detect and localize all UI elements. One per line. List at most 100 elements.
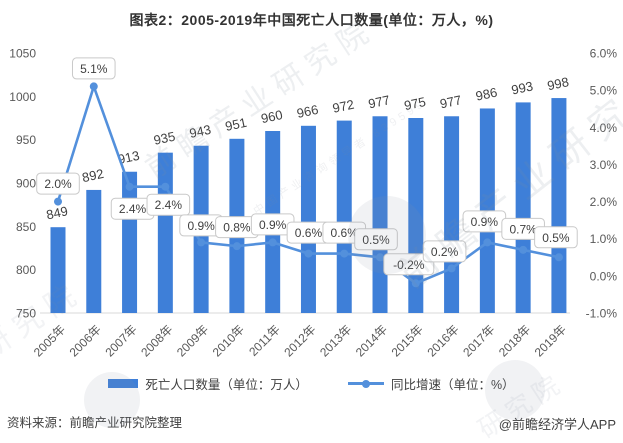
- svg-text:0.5%: 0.5%: [362, 233, 390, 247]
- data-label-callout: 0.5%: [534, 226, 578, 249]
- bar: [515, 102, 531, 314]
- x-axis-label: 2005年: [31, 322, 68, 359]
- source-note: 资料来源：前瞻产业研究院整理: [7, 416, 183, 430]
- bar: [372, 116, 388, 314]
- y-axis-left-tick: 950: [16, 133, 36, 147]
- legend-item-growth: 同比增速（单位：%）: [347, 374, 515, 393]
- legend-line-label: 同比增速（单位：%）: [390, 378, 515, 392]
- svg-text:2.0%: 2.0%: [44, 177, 72, 191]
- y-axis-right-tick: 0.0%: [590, 269, 618, 283]
- svg-text:0.6%: 0.6%: [295, 226, 323, 240]
- chart-title: 图表2：2005-2019年中国死亡人口数量(单位：万人，%): [129, 12, 494, 28]
- svg-text:0.6%: 0.6%: [331, 226, 359, 240]
- bar-value-label: 913: [116, 148, 140, 167]
- svg-text:5.1%: 5.1%: [80, 62, 108, 76]
- line-point: [483, 238, 492, 247]
- x-axis-label: 2015年: [389, 322, 426, 359]
- y-axis-right-tick: 4.0%: [590, 121, 618, 135]
- data-label-callout: 2.4%: [146, 193, 191, 216]
- x-axis-label: 2012年: [281, 322, 318, 359]
- data-label-callout: 0.6%: [286, 221, 331, 244]
- bar-value-label: 935: [152, 129, 176, 148]
- svg-text:0.9%: 0.9%: [259, 218, 287, 232]
- svg-text:0.9%: 0.9%: [187, 219, 215, 233]
- y-axis-right-tick: 3.0%: [590, 158, 618, 172]
- bar-value-label: 943: [188, 122, 212, 141]
- line-point: [519, 245, 528, 254]
- bar-value-label: 977: [438, 92, 462, 111]
- combo-chart: 1050 1000 950 900 850 800 750 6.0% 5.0% 4.0% 3.0% 2…: [9, 47, 618, 360]
- data-label-callout: 0.9%: [462, 210, 507, 233]
- bar: [551, 98, 567, 313]
- x-axis-label: 2018年: [496, 322, 533, 359]
- line-point: [554, 253, 563, 262]
- x-axis-label: 2017年: [460, 322, 497, 359]
- line-point: [54, 197, 62, 206]
- bar-value-label: 993: [510, 78, 534, 97]
- data-label-callout: 0.7%: [501, 217, 545, 240]
- y-axis-right-tick: 5.0%: [590, 84, 618, 98]
- legend-item-deaths: 死亡人口数量（单位：万人）: [108, 374, 308, 393]
- bar-value-label: 998: [546, 74, 570, 93]
- bar-series-swatch-icon: [108, 379, 139, 388]
- line-point: [161, 182, 170, 191]
- bar-value-label: 849: [45, 203, 69, 222]
- x-axis-label: 2009年: [174, 322, 211, 359]
- bar-value-label: 977: [367, 92, 391, 111]
- credit-note: @前瞻经济学人APP: [498, 417, 616, 432]
- line-point: [304, 249, 313, 258]
- x-axis-label: 2008年: [138, 322, 175, 359]
- svg-text:0.8%: 0.8%: [223, 221, 251, 235]
- bar-value-label: 986: [474, 84, 498, 103]
- x-axis-label: 2014年: [353, 322, 390, 359]
- y-axis-left-tick: 750: [16, 307, 36, 321]
- svg-text:0.7%: 0.7%: [509, 222, 537, 236]
- data-label-callout: 0.9%: [250, 213, 295, 236]
- y-axis-right-tick: 1.0%: [590, 232, 618, 246]
- x-axis-label: 2013年: [317, 322, 354, 359]
- svg-text:0.2%: 0.2%: [431, 245, 459, 259]
- data-label-callout: 0.8%: [215, 216, 259, 239]
- y-axis-left-tick: 1050: [9, 47, 36, 61]
- bar-value-label: 975: [403, 94, 427, 113]
- line-point: [340, 249, 349, 258]
- data-label-callout: -0.2%: [383, 253, 435, 276]
- line-point: [447, 264, 456, 273]
- y-axis-right-tick: 2.0%: [590, 195, 618, 209]
- bar: [444, 116, 460, 314]
- svg-text:-0.2%: -0.2%: [393, 258, 425, 272]
- bar-value-label: 960: [260, 107, 284, 126]
- data-label-callout: 0.9%: [179, 214, 223, 237]
- legend-bar-label: 死亡人口数量（单位：万人）: [145, 378, 308, 392]
- chart-legend: 死亡人口数量（单位：万人） 同比增速（单位：%）: [0, 374, 623, 393]
- svg-text:2.4%: 2.4%: [155, 198, 183, 212]
- y-axis-left-tick: 1000: [9, 90, 36, 104]
- x-axis-label: 2019年: [532, 322, 569, 359]
- line-point: [232, 242, 241, 251]
- svg-text:0.9%: 0.9%: [471, 215, 499, 229]
- bar-value-label: 951: [224, 115, 248, 134]
- line-point: [376, 253, 385, 262]
- bar: [300, 125, 316, 313]
- bar: [86, 189, 102, 313]
- bar: [336, 120, 352, 313]
- data-label-callout: 5.1%: [71, 57, 116, 80]
- svg-text:2.4%: 2.4%: [119, 202, 147, 216]
- y-axis-right-tick: -1.0%: [586, 307, 618, 321]
- line-point: [125, 182, 134, 191]
- y-axis-left-tick: 800: [16, 263, 36, 277]
- line-point: [268, 238, 277, 247]
- y-axis-right-tick: 6.0%: [590, 47, 618, 61]
- x-axis-label: 2006年: [67, 322, 104, 359]
- data-label-callout: 2.0%: [36, 172, 80, 195]
- x-axis-label: 2007年: [102, 322, 139, 359]
- bar-value-label: 892: [81, 166, 105, 185]
- line-series-swatch-icon: [347, 379, 384, 388]
- bar: [50, 227, 66, 313]
- data-label-callout: 0.5%: [354, 228, 398, 251]
- x-axis-label: 2016年: [424, 322, 461, 359]
- bar: [157, 152, 173, 313]
- line-point: [89, 82, 98, 91]
- line-point: [411, 279, 420, 288]
